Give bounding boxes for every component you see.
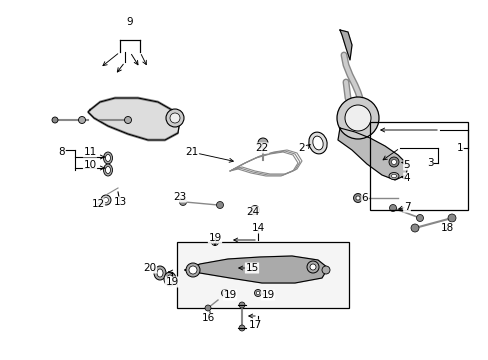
Ellipse shape [163, 272, 176, 286]
Ellipse shape [306, 261, 318, 273]
Ellipse shape [256, 291, 259, 295]
Circle shape [79, 117, 85, 123]
Circle shape [124, 117, 131, 123]
Circle shape [103, 198, 108, 202]
Text: 19: 19 [261, 290, 274, 300]
Ellipse shape [185, 263, 200, 277]
Text: 17: 17 [248, 320, 261, 330]
Ellipse shape [308, 132, 326, 154]
Text: 23: 23 [173, 192, 186, 202]
Text: 10: 10 [83, 160, 96, 170]
Circle shape [239, 325, 244, 331]
Text: 13: 13 [113, 197, 126, 207]
Circle shape [336, 97, 378, 139]
Circle shape [388, 157, 398, 167]
Ellipse shape [154, 266, 165, 280]
Ellipse shape [388, 172, 398, 180]
Circle shape [355, 196, 359, 200]
Circle shape [179, 198, 186, 206]
Circle shape [447, 214, 455, 222]
Ellipse shape [105, 166, 110, 174]
Circle shape [52, 117, 58, 123]
Text: 16: 16 [201, 313, 214, 323]
Ellipse shape [254, 289, 261, 297]
Ellipse shape [309, 264, 315, 270]
Circle shape [391, 159, 396, 165]
Circle shape [410, 224, 418, 232]
Text: 18: 18 [440, 223, 453, 233]
Text: 21: 21 [185, 147, 198, 157]
Ellipse shape [221, 289, 228, 297]
Circle shape [239, 302, 244, 308]
Polygon shape [339, 30, 351, 60]
Ellipse shape [103, 152, 112, 164]
Ellipse shape [105, 154, 110, 162]
Ellipse shape [157, 269, 163, 277]
Ellipse shape [213, 240, 216, 244]
Text: 3: 3 [426, 158, 432, 168]
Text: 12: 12 [91, 199, 104, 209]
Text: 15: 15 [245, 263, 258, 273]
Text: 5: 5 [403, 160, 409, 170]
Ellipse shape [103, 164, 112, 176]
Text: 11: 11 [83, 147, 97, 157]
Text: 4: 4 [403, 173, 409, 183]
Ellipse shape [391, 174, 396, 178]
Text: 24: 24 [246, 207, 259, 217]
Text: 1: 1 [456, 143, 462, 153]
Ellipse shape [167, 275, 173, 283]
Circle shape [204, 305, 210, 311]
Polygon shape [88, 98, 180, 140]
Text: 19: 19 [165, 277, 178, 287]
Text: 20: 20 [143, 263, 156, 273]
Circle shape [170, 113, 180, 123]
Polygon shape [184, 256, 327, 283]
Text: 2: 2 [298, 143, 305, 153]
Bar [369, 122, 467, 210]
Circle shape [216, 202, 223, 208]
Ellipse shape [211, 239, 218, 246]
Circle shape [345, 105, 370, 131]
Polygon shape [337, 128, 407, 180]
Bar [177, 242, 348, 308]
Circle shape [389, 204, 396, 212]
Ellipse shape [223, 291, 226, 295]
Text: 14: 14 [251, 223, 264, 233]
Circle shape [101, 195, 111, 205]
Text: 22: 22 [255, 143, 268, 153]
Text: 9: 9 [126, 17, 133, 27]
Circle shape [353, 194, 362, 202]
Text: 8: 8 [59, 147, 65, 157]
Circle shape [165, 109, 183, 127]
Circle shape [252, 208, 257, 212]
Circle shape [416, 215, 423, 221]
Circle shape [258, 138, 267, 148]
Circle shape [250, 206, 259, 215]
Ellipse shape [312, 136, 323, 150]
Ellipse shape [321, 266, 329, 274]
Text: 19: 19 [223, 290, 236, 300]
Ellipse shape [189, 266, 197, 274]
Text: 6: 6 [361, 193, 367, 203]
Text: 7: 7 [403, 202, 409, 212]
Text: 19: 19 [208, 233, 221, 243]
